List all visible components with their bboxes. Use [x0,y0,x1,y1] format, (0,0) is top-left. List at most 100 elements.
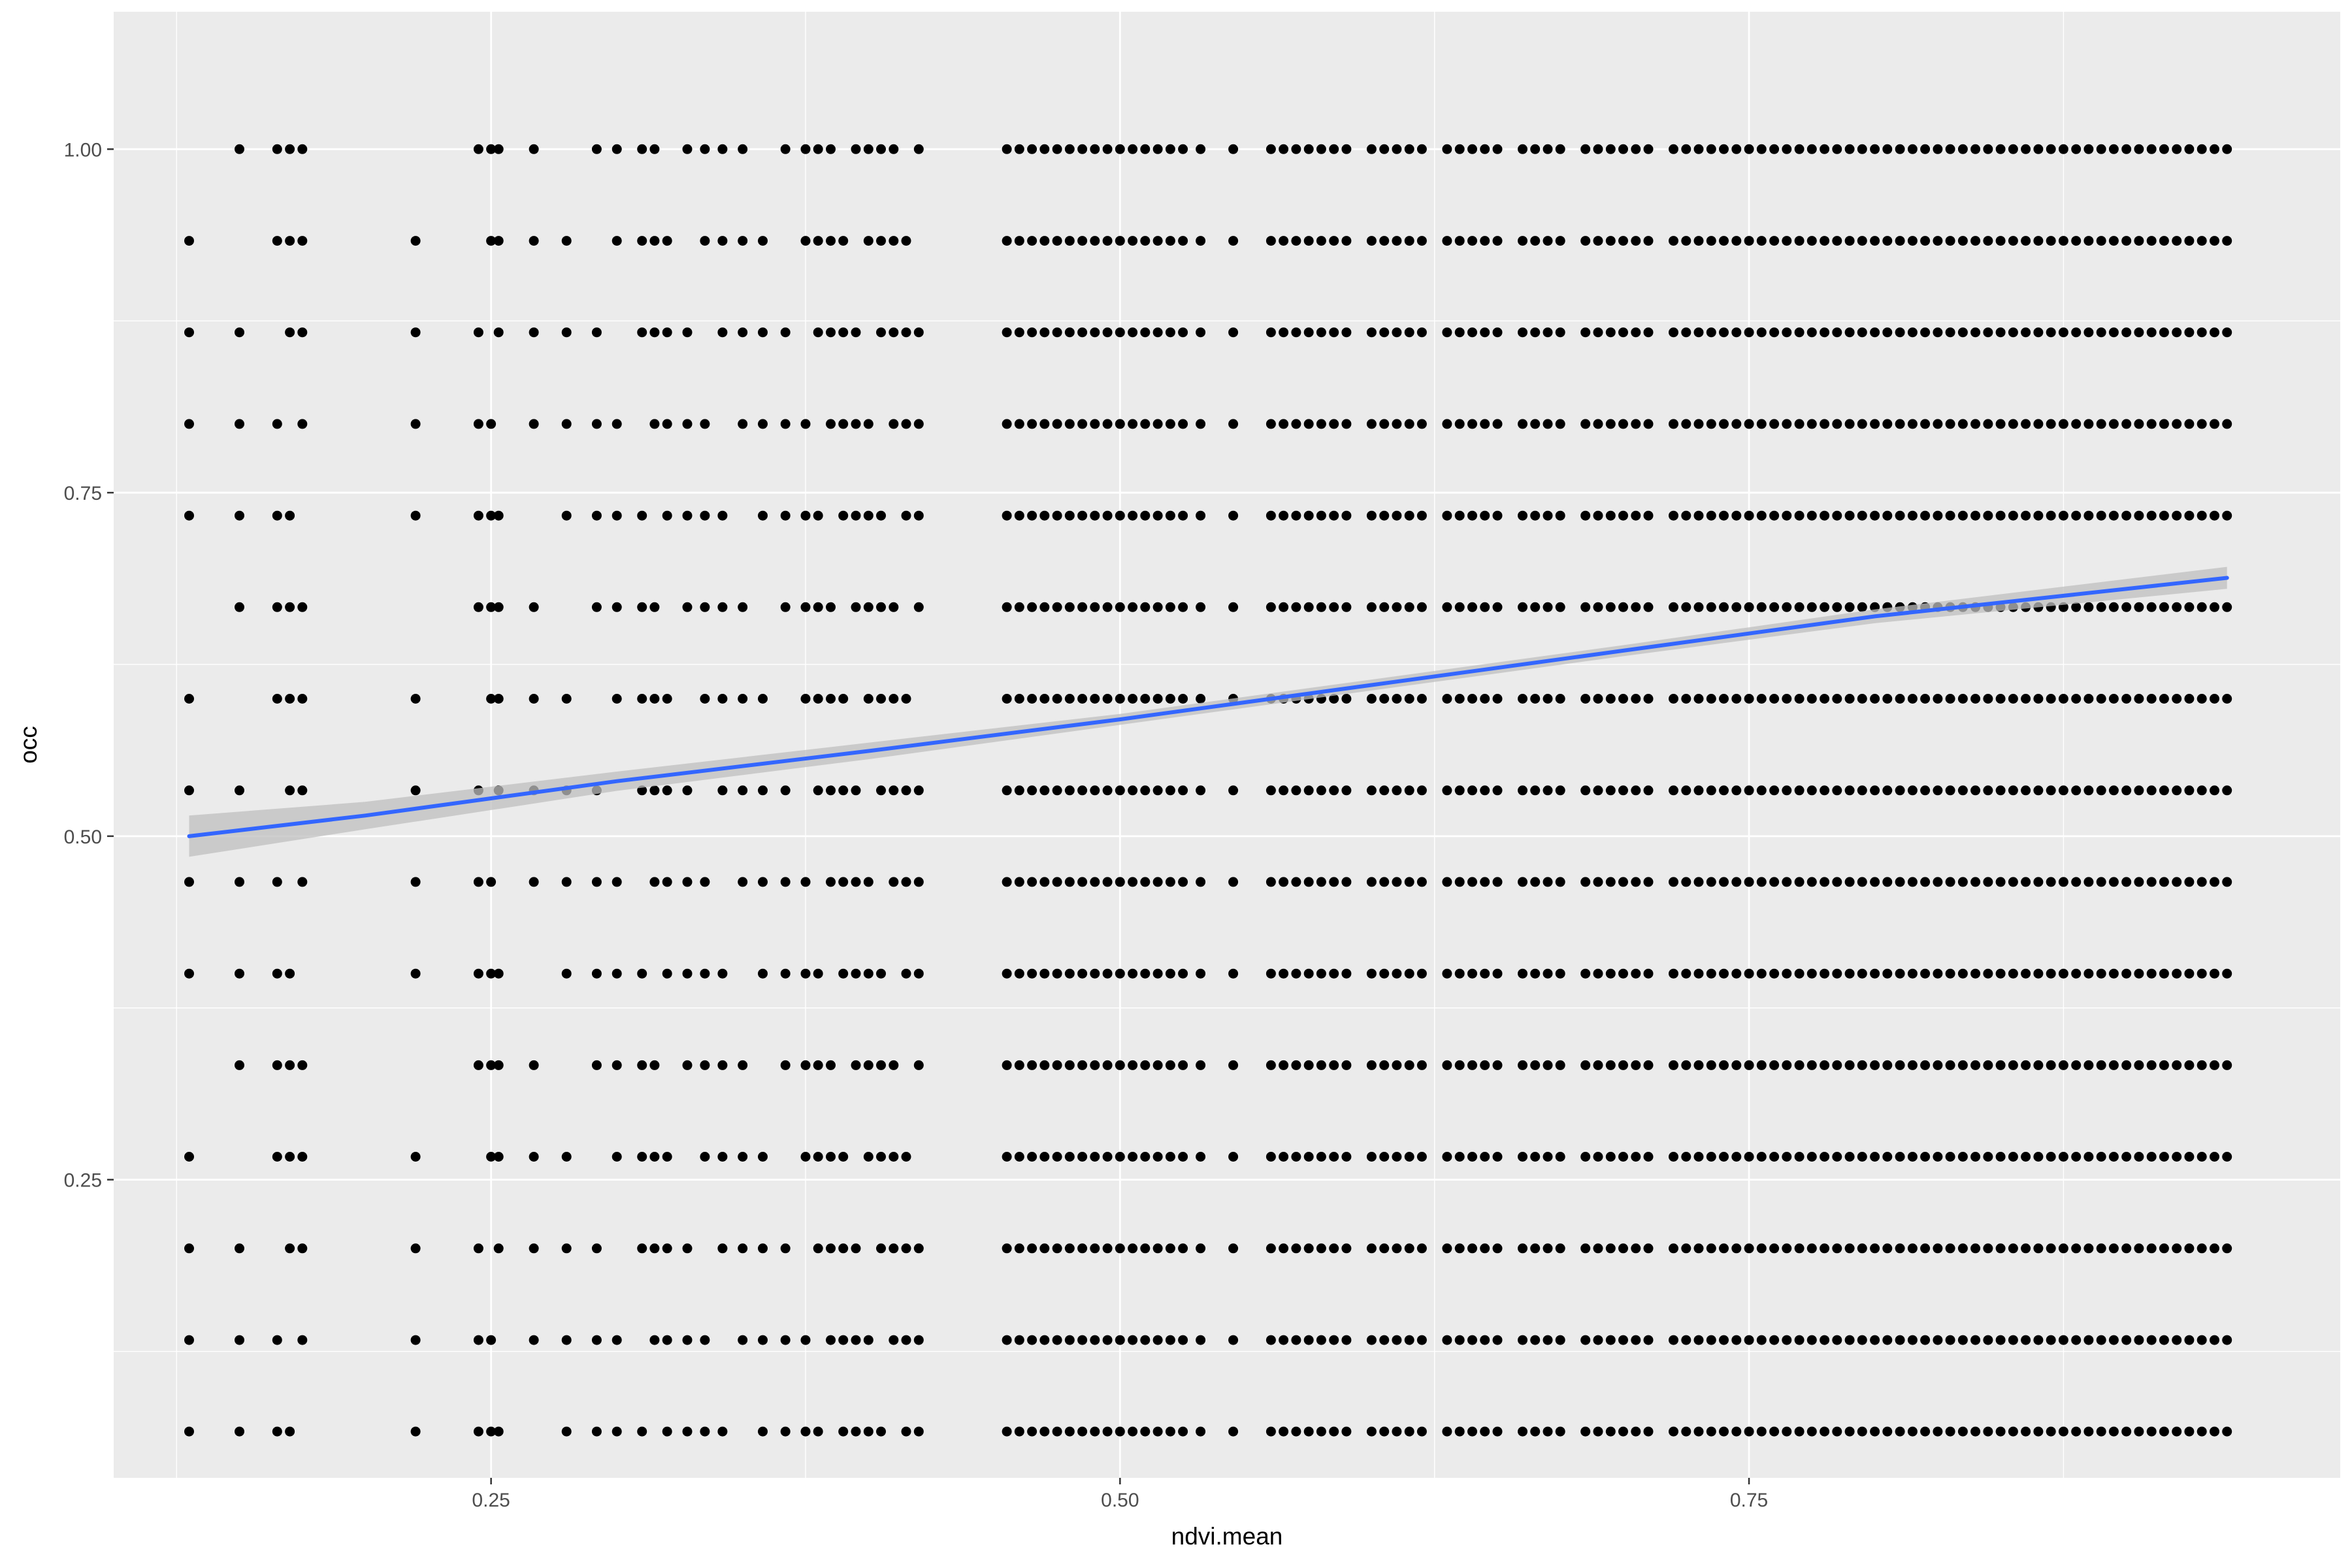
data-point [235,1243,244,1254]
data-point [2134,785,2144,796]
data-point [493,1152,504,1162]
data-point [486,144,497,154]
data-point [780,1335,791,1345]
data-point [1693,877,1704,887]
data-point [1844,785,1855,796]
data-point [889,602,899,612]
data-point [1543,1243,1553,1254]
data-point [1228,602,1239,612]
data-point [1530,1152,1541,1162]
data-point [1341,1060,1352,1070]
data-point [1014,1152,1024,1162]
data-point [2197,327,2207,338]
data-point [1806,1426,1817,1437]
data-point [1669,602,1678,612]
data-point [1316,1060,1326,1070]
data-point [649,602,660,612]
data-point [235,602,244,612]
data-point [1693,1060,1704,1070]
data-point [1970,510,1981,521]
data-point [1392,877,1402,887]
data-point [2159,419,2169,429]
data-point [1857,877,1867,887]
data-point [1090,1426,1100,1437]
data-point [2146,1335,2157,1345]
data-point [1152,144,1163,154]
data-point [1605,510,1616,521]
data-point [1806,1335,1817,1345]
data-point [1555,785,1565,796]
data-point [1907,144,1918,154]
data-point [1844,1243,1855,1254]
data-point [2008,510,2018,521]
data-point [1329,602,1339,612]
data-point [486,419,497,429]
data-point [1870,785,1880,796]
data-point [2134,968,2144,979]
data-point [2108,968,2119,979]
data-point [1027,968,1037,979]
data-point [1806,1243,1817,1254]
data-point [826,236,836,246]
data-point [1102,785,1113,796]
data-point [1303,968,1314,979]
data-point [1983,1060,1993,1070]
data-point [1454,1335,1465,1345]
data-point [1870,236,1880,246]
data-point [738,1060,748,1070]
data-point [1266,1152,1276,1162]
data-point [1693,602,1704,612]
data-point [1196,968,1206,979]
data-point [1794,144,1805,154]
data-point [235,968,244,979]
data-point [637,1426,647,1437]
data-point [1366,877,1377,887]
data-point [1316,1152,1326,1162]
data-point [2058,419,2068,429]
data-point [1970,785,1981,796]
data-point [800,144,811,154]
data-point [813,602,823,612]
data-point [1064,236,1075,246]
data-point [493,1060,504,1070]
data-point [1052,1243,1062,1254]
data-point [2008,1426,2018,1437]
data-point [1882,236,1893,246]
data-point [2197,1426,2207,1437]
data-point [1820,419,1830,429]
data-point [2108,327,2119,338]
data-point [1366,785,1377,796]
data-point [1140,694,1151,704]
data-point [529,602,539,612]
data-point [901,968,911,979]
data-point [1341,694,1352,704]
data-point [184,510,194,521]
data-point [297,602,308,612]
data-point [1518,419,1527,429]
data-point [717,1243,728,1254]
data-point [1669,1152,1678,1162]
data-point [1706,694,1716,704]
data-point [1002,1426,1012,1437]
data-point [1957,1243,1968,1254]
data-point [1196,694,1206,704]
data-point [493,968,504,979]
data-point [2046,419,2056,429]
data-point [2184,968,2195,979]
data-point [1165,1152,1175,1162]
data-point [2071,1243,2082,1254]
data-point [1907,1243,1918,1254]
data-point [1631,602,1641,612]
data-point [1228,144,1239,154]
data-point [1844,510,1855,521]
data-point [1920,327,1931,338]
data-point [235,419,244,429]
data-point [1669,510,1678,521]
data-point [1027,785,1037,796]
data-point [2197,236,2207,246]
data-point [813,327,823,338]
data-point [529,236,539,246]
data-point [2083,968,2094,979]
data-point [493,602,504,612]
data-point [473,1243,483,1254]
